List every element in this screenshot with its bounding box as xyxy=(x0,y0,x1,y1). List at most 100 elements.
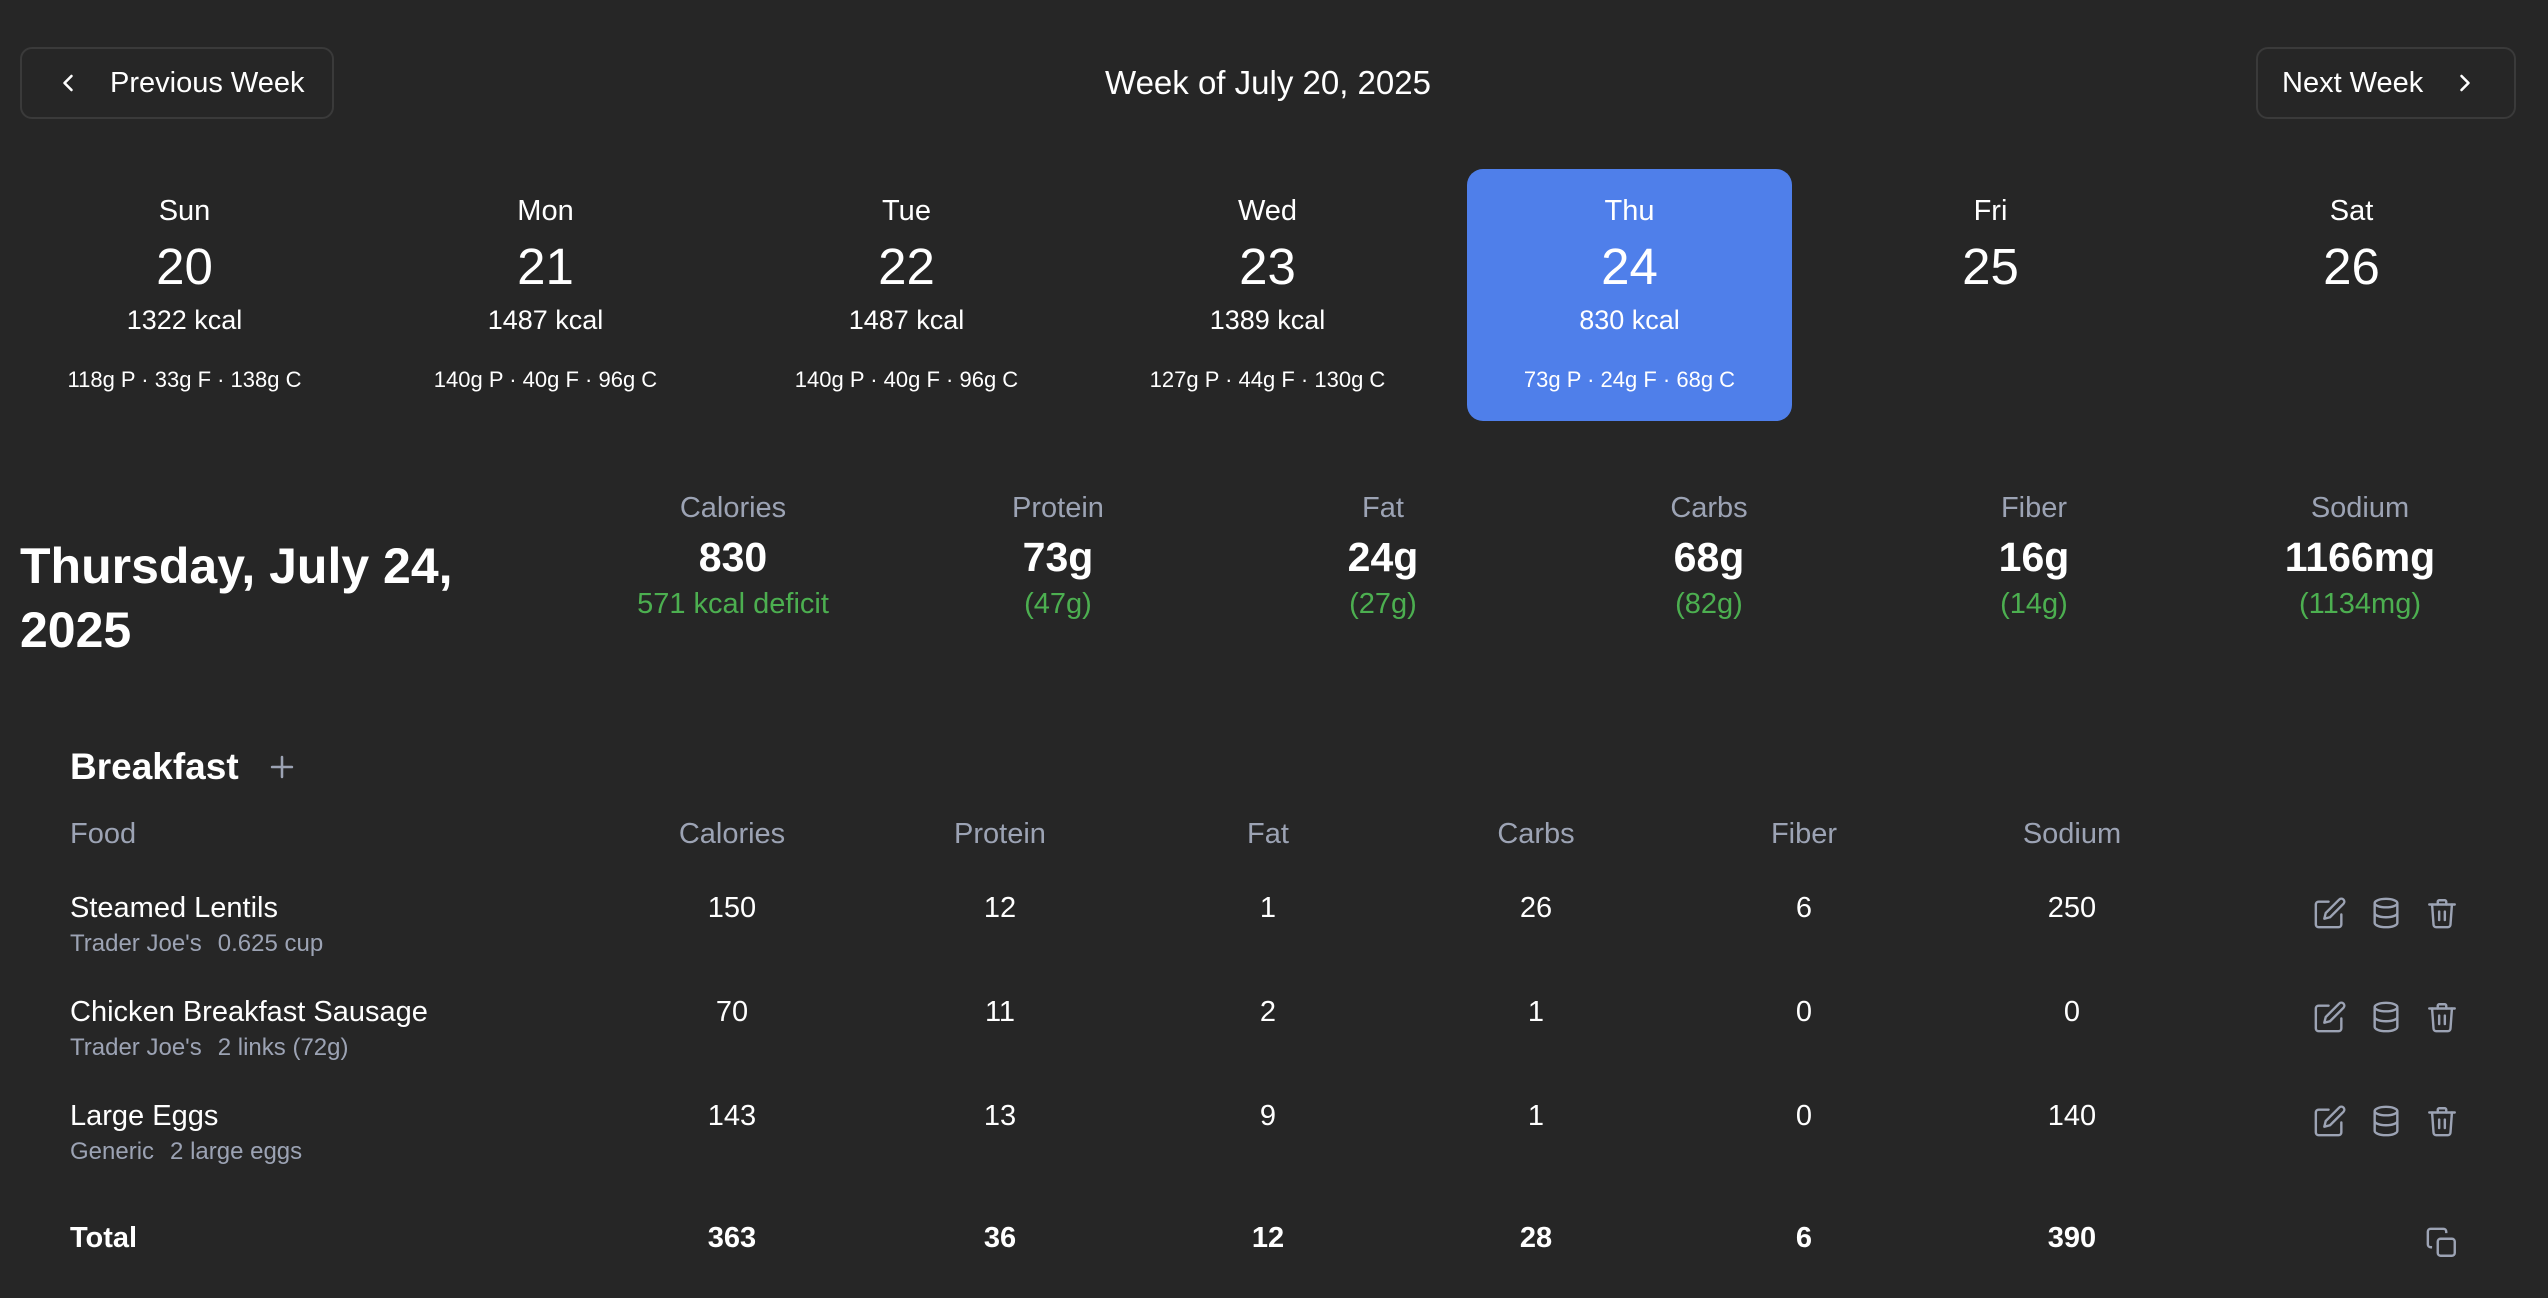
summary-calories: Calories 830 571 kcal deficit xyxy=(583,488,883,624)
day-name: Sun xyxy=(158,195,211,227)
food-name: Chicken Breakfast Sausage xyxy=(70,996,428,1028)
delete-button[interactable] xyxy=(2425,1104,2459,1138)
cell-protein: 11 xyxy=(984,996,1016,1028)
column-header-sodium: Sodium xyxy=(2022,818,2122,850)
summary-label: Fat xyxy=(1362,492,1404,524)
cell-sodium: 250 xyxy=(2047,892,2097,924)
day-number: 24 xyxy=(1601,238,1658,295)
summary-label: Sodium xyxy=(2310,492,2410,524)
chevron-right-icon xyxy=(2460,74,2471,92)
day-macros: 140g P · 40g F · 96g C xyxy=(433,367,658,392)
day-number: 21 xyxy=(517,238,574,295)
food-meta: Generic 2 large eggs xyxy=(70,1138,302,1166)
next-week-button[interactable]: Next Week xyxy=(2256,47,2516,119)
delete-button[interactable] xyxy=(2425,896,2459,930)
day-monday[interactable]: Mon 21 1487 kcal 140g P · 40g F · 96g C xyxy=(383,169,708,421)
delete-button[interactable] xyxy=(2425,1000,2459,1034)
summary-delta: (47g) xyxy=(1024,588,1092,620)
database-button[interactable] xyxy=(2369,1104,2403,1138)
trash-icon xyxy=(2428,1107,2456,1137)
cell-fiber: 0 xyxy=(1795,1100,1813,1132)
column-header-food: Food xyxy=(70,818,137,850)
cell-carbs: 26 xyxy=(1519,892,1553,924)
total-sodium: 390 xyxy=(2047,1222,2097,1254)
meal-title: Breakfast xyxy=(70,746,239,787)
day-saturday[interactable]: Sat 26 xyxy=(2189,169,2514,421)
cell-fat: 1 xyxy=(1259,892,1277,924)
total-carbs: 28 xyxy=(1519,1222,1553,1254)
day-name: Fri xyxy=(1973,195,2008,227)
food-brand: Trader Joe's xyxy=(70,1034,202,1061)
column-header-protein: Protein xyxy=(954,818,1046,850)
day-kcal: 1322 kcal xyxy=(126,305,243,335)
selected-date-heading: Thursday, July 24, 2025 xyxy=(20,538,453,658)
plus-icon xyxy=(270,755,293,779)
edit-icon xyxy=(2314,897,2346,929)
column-header-fat: Fat xyxy=(1247,818,1289,850)
copy-icon xyxy=(2426,1227,2456,1257)
database-icon xyxy=(2373,1105,2399,1137)
edit-button[interactable] xyxy=(2313,1104,2347,1138)
next-week-label: Next Week xyxy=(2282,66,2424,99)
food-serving: 2 links (72g) xyxy=(217,1034,349,1061)
day-name: Thu xyxy=(1604,195,1655,227)
chevron-left-icon xyxy=(63,74,73,92)
edit-button[interactable] xyxy=(2313,1000,2347,1034)
summary-label: Protein xyxy=(1012,492,1104,524)
day-macros: 140g P · 40g F · 96g C xyxy=(794,367,1019,392)
previous-week-button[interactable]: Previous Week xyxy=(20,47,334,119)
edit-button[interactable] xyxy=(2313,896,2347,930)
cell-carbs: 1 xyxy=(1527,1100,1545,1132)
day-friday[interactable]: Fri 25 xyxy=(1828,169,2153,421)
food-meta: Trader Joe's 2 links (72g) xyxy=(70,1034,348,1062)
column-header-carbs: Carbs xyxy=(1497,818,1575,850)
cell-protein: 13 xyxy=(983,1100,1017,1132)
total-fiber: 6 xyxy=(1795,1222,1813,1254)
day-number: 26 xyxy=(2323,238,2380,295)
day-wednesday[interactable]: Wed 23 1389 kcal 127g P · 44g F · 130g C xyxy=(1105,169,1430,421)
cell-fat: 9 xyxy=(1259,1100,1277,1132)
database-icon xyxy=(2373,1001,2399,1033)
summary-label: Fiber xyxy=(2000,492,2068,524)
food-serving: 0.625 cup xyxy=(217,930,324,957)
summary-label: Carbs xyxy=(1670,492,1748,524)
week-title: Week of July 20, 2025 xyxy=(1105,64,1431,101)
cell-fat: 2 xyxy=(1259,996,1277,1028)
database-button[interactable] xyxy=(2369,896,2403,930)
cell-calories: 150 xyxy=(707,892,757,924)
summary-value: 16g xyxy=(1998,534,2070,580)
day-name: Mon xyxy=(517,195,574,227)
food-meta: Trader Joe's 0.625 cup xyxy=(70,930,323,958)
day-number: 22 xyxy=(878,238,935,295)
total-fat: 12 xyxy=(1251,1222,1285,1254)
day-kcal: 1487 kcal xyxy=(487,305,604,335)
week-navigation: Previous Week Week of July 20, 2025 Next… xyxy=(20,47,2516,119)
cell-calories: 143 xyxy=(707,1100,757,1132)
day-name: Sat xyxy=(2329,195,2374,227)
summary-delta: (27g) xyxy=(1349,588,1417,620)
column-header-fiber: Fiber xyxy=(1770,818,1838,850)
food-name: Large Eggs xyxy=(70,1100,219,1132)
add-food-button[interactable] xyxy=(265,750,299,784)
copy-meal-button[interactable] xyxy=(2425,1226,2459,1260)
database-button[interactable] xyxy=(2369,1000,2403,1034)
summary-delta: (82g) xyxy=(1675,588,1743,620)
column-header-calories: Calories xyxy=(678,818,786,850)
food-serving: 2 large eggs xyxy=(170,1138,303,1165)
day-sunday[interactable]: Sun 20 1322 kcal 118g P · 33g F · 138g C xyxy=(22,169,347,421)
summary-delta: (14g) xyxy=(2000,588,2068,620)
day-macros: 118g P · 33g F · 138g C xyxy=(67,367,302,392)
summary-carbs: Carbs 68g (82g) xyxy=(1559,488,1859,624)
cell-sodium: 140 xyxy=(2047,1100,2097,1132)
day-tuesday[interactable]: Tue 22 1487 kcal 140g P · 40g F · 96g C xyxy=(744,169,1069,421)
summary-sodium: Sodium 1166mg (1134mg) xyxy=(2210,488,2510,624)
food-brand: Trader Joe's xyxy=(70,930,202,957)
trash-icon xyxy=(2428,899,2456,929)
database-icon xyxy=(2373,897,2399,929)
summary-label: Calories xyxy=(679,492,787,524)
previous-week-label: Previous Week xyxy=(110,66,305,99)
summary-value: 1166mg xyxy=(2284,534,2436,580)
trash-icon xyxy=(2428,1003,2456,1033)
day-thursday[interactable]: Thu 24 830 kcal 73g P · 24g F · 68g C xyxy=(1467,169,1792,421)
summary-value: 68g xyxy=(1673,534,1745,580)
